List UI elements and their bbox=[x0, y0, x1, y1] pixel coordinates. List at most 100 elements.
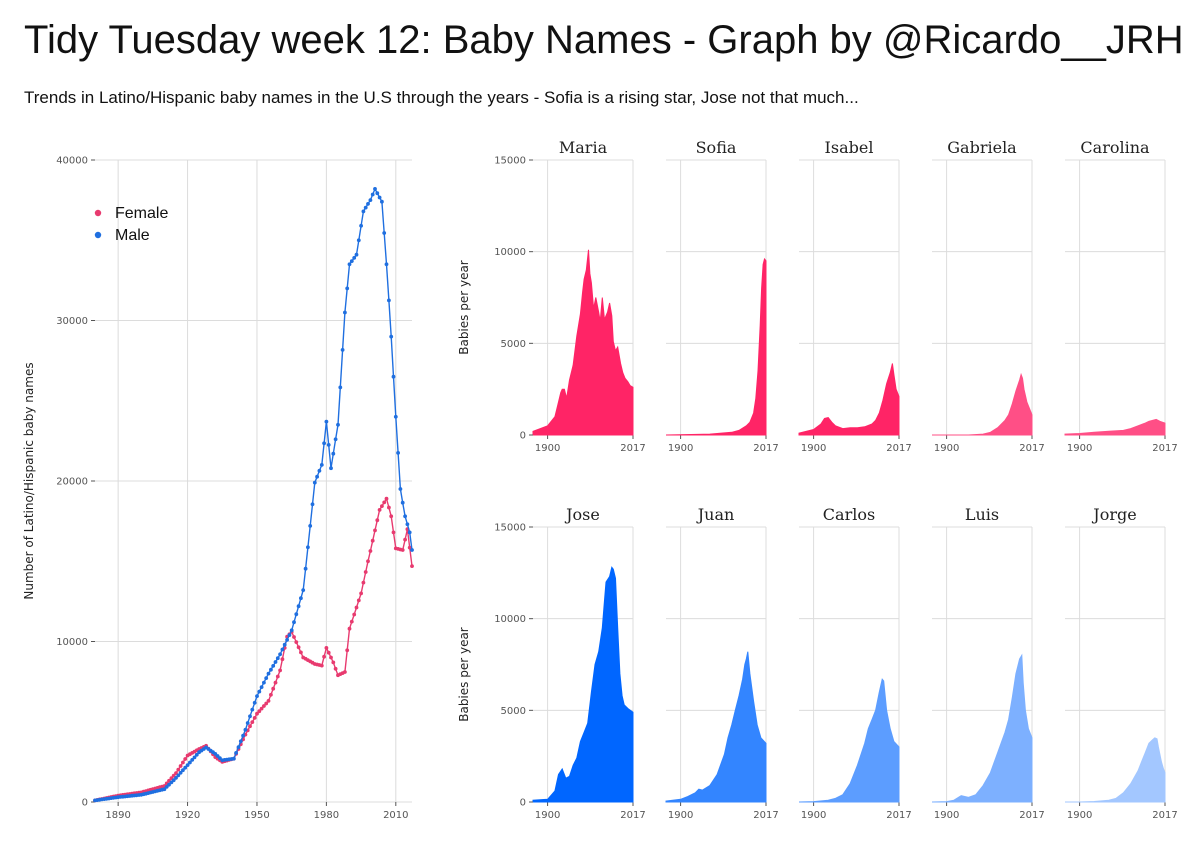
panel-x-tick-label: 2017 bbox=[753, 443, 778, 454]
data-point-male bbox=[183, 765, 188, 770]
data-point-female bbox=[354, 605, 359, 610]
data-point-male bbox=[370, 192, 375, 197]
data-point-male bbox=[384, 262, 389, 267]
panel-title-sofia: Sofia bbox=[696, 138, 737, 157]
data-point-male bbox=[278, 652, 282, 657]
data-point-female bbox=[262, 704, 266, 708]
data-point-male bbox=[269, 667, 273, 672]
data-point-male bbox=[345, 286, 350, 291]
panel-x-tick-label: 1900 bbox=[801, 443, 826, 454]
data-point-male bbox=[363, 205, 368, 210]
data-point-male bbox=[174, 776, 178, 780]
panel-title-jose: Jose bbox=[564, 505, 600, 524]
data-point-female bbox=[382, 500, 387, 505]
legend-label-male: Male bbox=[115, 227, 150, 244]
panel-title-jorge: Jorge bbox=[1091, 505, 1136, 524]
area-gabriela bbox=[932, 372, 1033, 436]
panel-x-tick-label: 1900 bbox=[535, 443, 560, 454]
data-point-male bbox=[377, 195, 382, 200]
data-point-male bbox=[178, 770, 183, 775]
data-point-female bbox=[319, 663, 324, 668]
data-point-female bbox=[387, 505, 391, 510]
data-point-male bbox=[194, 752, 199, 757]
data-point-male bbox=[241, 733, 246, 738]
panel-title-carolina: Carolina bbox=[1080, 138, 1150, 157]
data-point-female bbox=[375, 518, 380, 523]
data-point-male bbox=[308, 524, 313, 528]
data-point-male bbox=[336, 422, 340, 427]
data-point-female bbox=[368, 549, 373, 553]
data-point-male bbox=[264, 676, 269, 680]
data-point-female bbox=[280, 657, 285, 662]
data-point-male bbox=[299, 596, 303, 601]
data-point-male bbox=[359, 223, 363, 228]
x-tick-label: 1950 bbox=[244, 810, 269, 821]
data-point-male bbox=[248, 714, 252, 719]
data-point-male bbox=[250, 707, 255, 712]
panel-title-isabel: Isabel bbox=[825, 138, 874, 157]
panel-y-axis-label: Babies per year bbox=[457, 627, 471, 722]
area-sofia bbox=[665, 257, 767, 436]
data-point-male bbox=[340, 348, 345, 352]
data-point-female bbox=[359, 591, 363, 596]
data-point-female bbox=[380, 504, 384, 508]
data-point-male bbox=[373, 187, 377, 191]
data-point-male bbox=[396, 451, 400, 455]
panel-x-tick-label: 2017 bbox=[1152, 810, 1177, 821]
data-point-male bbox=[181, 768, 185, 773]
panel-x-tick-label: 2017 bbox=[1019, 810, 1044, 821]
data-point-female bbox=[248, 724, 252, 729]
data-point-male bbox=[368, 198, 373, 203]
data-point-female bbox=[183, 757, 188, 761]
data-point-male bbox=[324, 419, 329, 424]
data-point-female bbox=[252, 716, 257, 720]
data-point-male bbox=[343, 310, 347, 315]
data-point-male bbox=[176, 773, 181, 778]
panel-title-carlos: Carlos bbox=[823, 505, 875, 524]
panel-y-tick-label: 5000 bbox=[501, 339, 526, 350]
panel-x-tick-label: 1900 bbox=[668, 810, 693, 821]
data-point-male bbox=[301, 588, 306, 592]
chart-title: Tidy Tuesday week 12: Baby Names - Graph… bbox=[24, 18, 1184, 62]
y-tick-label: 0 bbox=[82, 798, 88, 809]
data-point-female bbox=[389, 514, 394, 519]
panel-x-tick-label: 2017 bbox=[1152, 443, 1177, 454]
area-maria bbox=[532, 249, 634, 436]
panel-x-tick-label: 2017 bbox=[886, 810, 911, 821]
data-point-male bbox=[410, 548, 414, 552]
panel-x-tick-label: 2017 bbox=[1019, 443, 1044, 454]
panel-title-maria: Maria bbox=[559, 138, 608, 157]
data-point-female bbox=[331, 660, 336, 665]
data-point-male bbox=[389, 334, 394, 339]
data-point-male bbox=[162, 787, 167, 792]
data-point-male bbox=[347, 262, 352, 267]
data-point-male bbox=[338, 385, 343, 390]
data-point-male bbox=[190, 758, 195, 762]
data-point-female bbox=[174, 771, 178, 775]
data-point-female bbox=[299, 650, 303, 655]
panel-y-tick-label: 15000 bbox=[494, 156, 526, 167]
data-point-male bbox=[398, 487, 403, 491]
area-isabel bbox=[798, 363, 900, 436]
data-point-male bbox=[234, 751, 239, 755]
data-point-male bbox=[382, 231, 387, 235]
data-point-male bbox=[245, 721, 250, 725]
data-point-male bbox=[262, 680, 266, 685]
data-point-male bbox=[393, 414, 398, 419]
data-point-female bbox=[176, 767, 181, 772]
data-point-male bbox=[296, 604, 301, 609]
data-point-female bbox=[264, 701, 269, 706]
data-point-male bbox=[403, 514, 407, 519]
data-point-female bbox=[345, 648, 350, 653]
data-point-male bbox=[292, 620, 296, 625]
data-point-male bbox=[366, 202, 370, 206]
data-point-female bbox=[403, 537, 407, 542]
data-point-male bbox=[289, 628, 294, 633]
panel-x-tick-label: 1900 bbox=[801, 810, 826, 821]
area-jose bbox=[532, 566, 634, 803]
data-point-male bbox=[171, 778, 176, 783]
panel-title-gabriela: Gabriela bbox=[947, 138, 1017, 157]
legend-marker-male bbox=[94, 231, 102, 239]
panel-x-tick-label: 1900 bbox=[934, 810, 959, 821]
